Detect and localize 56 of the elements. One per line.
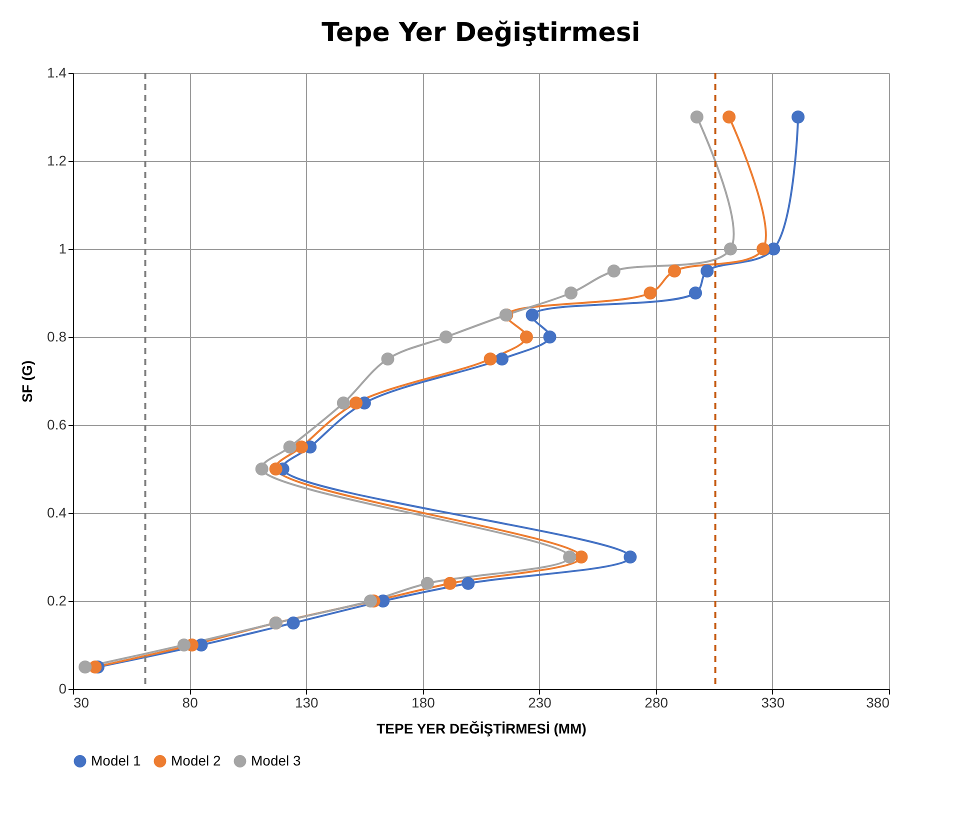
x-tick-label: 230 [528,694,552,710]
point [255,462,268,476]
point [792,110,805,124]
point [364,594,378,608]
y-tick-label: 1.2 [47,152,67,168]
point [724,242,737,256]
y-tick-label: 0.2 [47,592,67,608]
legend-label: Model 1 [91,752,142,768]
x-axis-title: TEPE YER DEĞİŞTİRMESİ (MM) [376,720,586,736]
point [722,110,736,124]
point [526,308,539,322]
x-tick-label: 330 [761,694,785,710]
x-tick-label: 30 [74,694,90,710]
point [543,330,556,344]
point [177,638,190,652]
point [78,660,92,674]
point [756,242,770,256]
point [294,440,308,454]
point [420,576,434,590]
y-tick-label: 0.6 [47,416,67,432]
point [286,616,300,630]
point [443,576,457,590]
point [563,550,576,564]
point [644,286,657,300]
point [564,286,578,300]
y-tick-label: 1 [58,240,67,256]
x-tick-label: 180 [412,694,436,710]
point [690,110,704,124]
point [668,264,682,278]
point [283,440,296,454]
point [381,352,394,366]
point [700,264,714,278]
point [440,330,453,344]
y-tick-label: 1.4 [47,64,67,80]
point [607,264,620,278]
y-tick-label: 0.4 [47,504,67,520]
legend-label: Model 2 [171,752,222,768]
point [484,352,497,366]
point [336,396,350,410]
y-axis-title: SF (G) [19,360,36,402]
point [495,352,508,366]
point [462,576,475,590]
y-tick-label: 0.8 [47,328,67,344]
point [269,462,282,476]
x-tick-label: 280 [644,694,668,710]
point [688,286,702,300]
y-tick-label: 0 [58,680,67,696]
point [350,396,363,410]
legend-label: Model 3 [251,752,302,768]
point [624,550,637,564]
point [520,330,533,344]
x-tick-label: 380 [866,694,890,710]
point [574,550,588,564]
chart-title: Tepe Yer Değiştirmesi [322,18,640,48]
x-tick-label: 80 [182,694,198,710]
x-tick-label: 130 [294,694,319,710]
